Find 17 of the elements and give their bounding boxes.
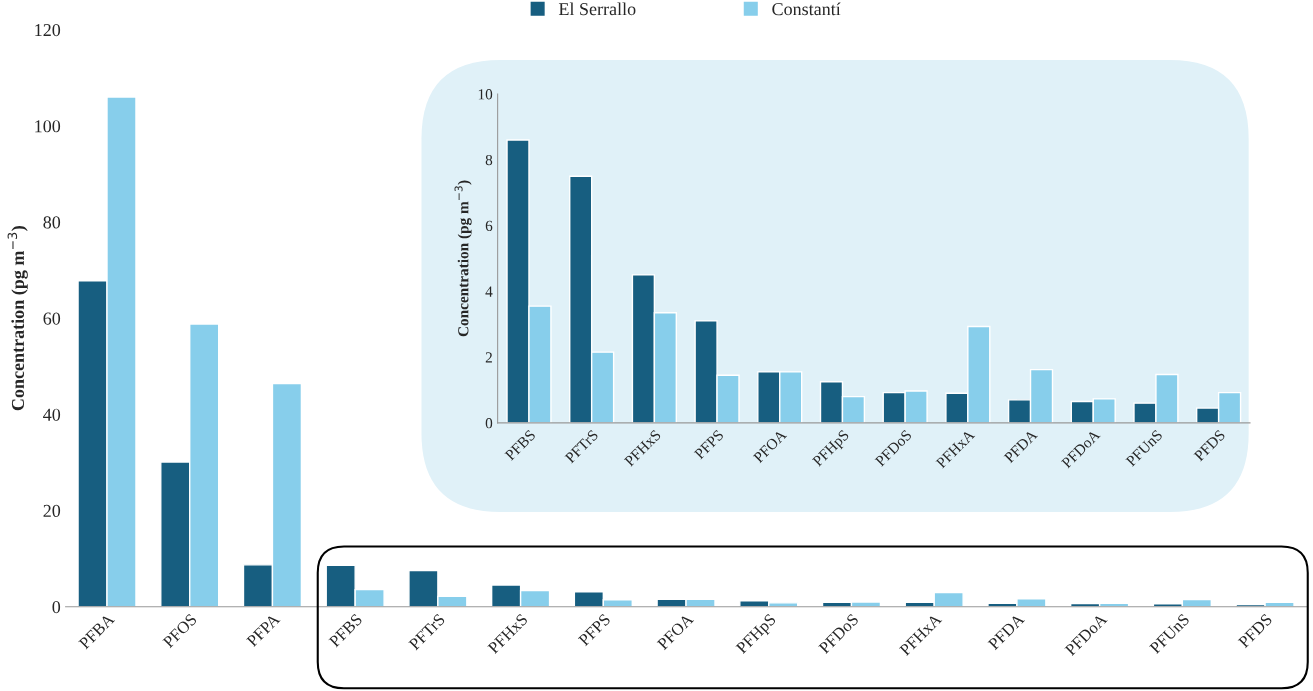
y-tick-label: 60: [43, 312, 61, 325]
y-tick-label: 20: [43, 504, 61, 517]
y-tick-label: 6: [485, 220, 493, 231]
y-tick-label: 2: [485, 352, 492, 363]
y-tick-label: 120: [35, 23, 61, 37]
y-tick-label: 40: [43, 408, 61, 421]
y-axis-title: Concentration (pg m$^{−3}$): [7, 226, 28, 411]
y-axis-title: Concentration (pg m$^{−3}$): [454, 180, 472, 337]
y-tick-label: 100: [35, 120, 61, 133]
legend-label: Constantí: [772, 2, 841, 16]
y-tick-label: 0: [52, 600, 61, 614]
y-tick-label: 80: [43, 216, 61, 229]
y-tick-label: 0: [485, 418, 493, 429]
y-tick-label: 10: [478, 89, 493, 100]
y-tick-label: 4: [485, 286, 493, 297]
y-tick-label: 8: [485, 154, 493, 166]
legend-label: El Serrallo: [558, 2, 636, 16]
